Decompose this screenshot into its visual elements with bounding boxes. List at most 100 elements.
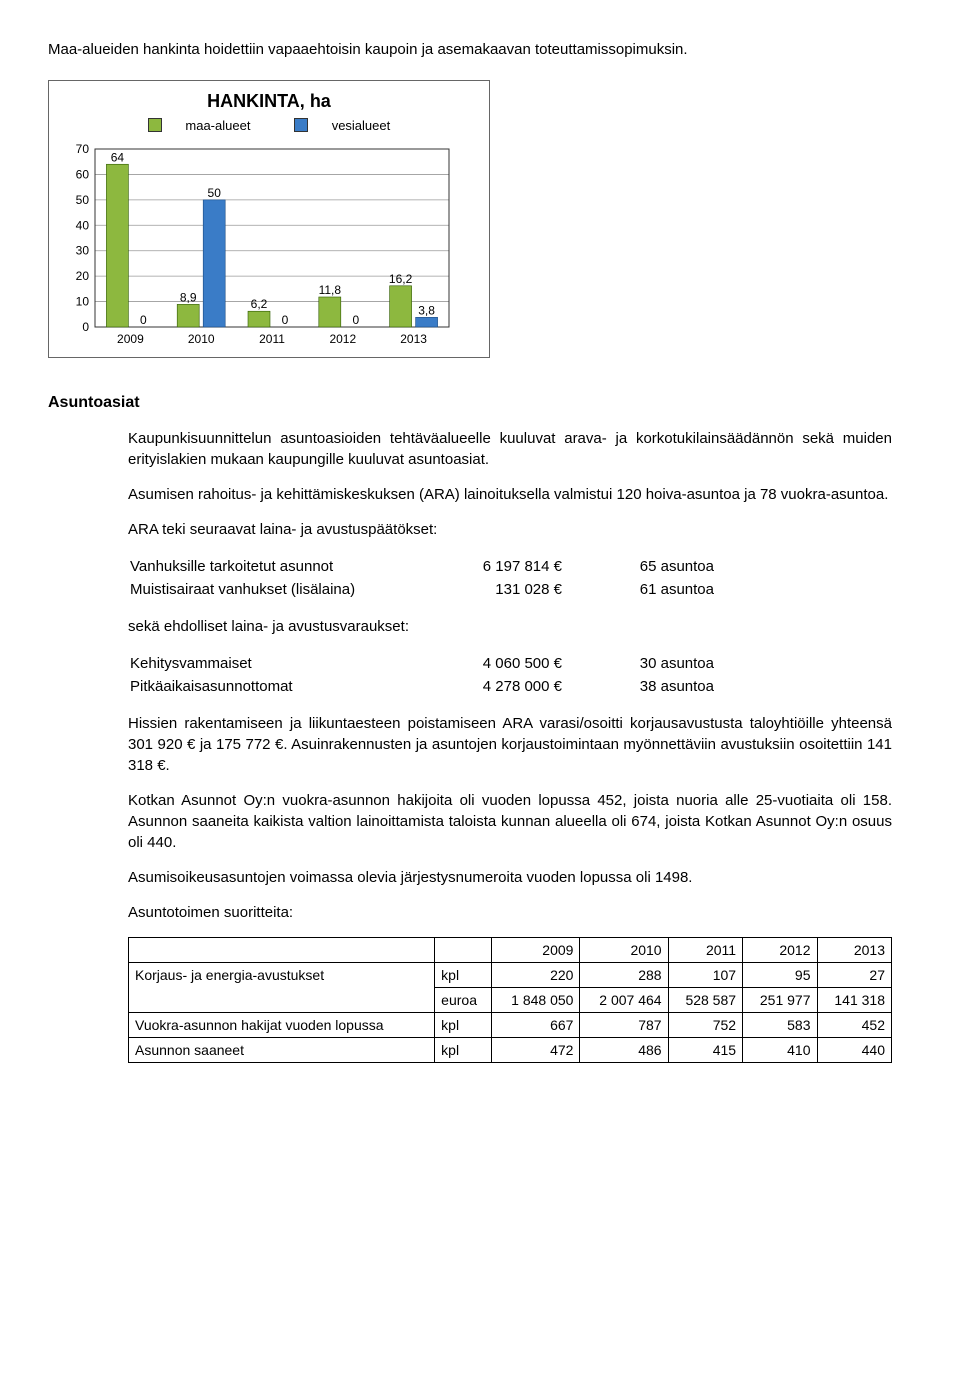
money-cell-units: 38 asuntoa xyxy=(564,676,714,697)
legend-label-maa: maa-alueet xyxy=(185,118,250,133)
section-heading: Asuntoasiat xyxy=(48,394,912,412)
row-unit: kpl xyxy=(435,1038,492,1063)
svg-text:2013: 2013 xyxy=(400,332,427,346)
cell-value: 1 848 050 xyxy=(492,988,580,1013)
svg-text:2011: 2011 xyxy=(259,332,285,346)
money-cell-label: Pitkäaikaisasunnottomat xyxy=(130,676,420,697)
chart-svg: 0 10 20 30 40 50 60 70 64 0 2009 8,9 50 2010 6,2 0 2011 1… xyxy=(59,141,459,351)
svg-text:2010: 2010 xyxy=(188,332,215,346)
th-blank xyxy=(435,938,492,963)
svg-text:0: 0 xyxy=(282,313,289,327)
th-blank xyxy=(129,938,435,963)
money-table-1: Vanhuksille tarkoitetut asunnot6 197 814… xyxy=(128,554,716,602)
row-label: Korjaus- ja energia-avustukset xyxy=(129,963,435,1013)
money-cell-units: 65 asuntoa xyxy=(564,556,714,577)
money-cell-units: 61 asuntoa xyxy=(564,579,714,600)
money-cell-label: Vanhuksille tarkoitetut asunnot xyxy=(130,556,420,577)
svg-text:6,2: 6,2 xyxy=(251,297,268,311)
svg-text:11,8: 11,8 xyxy=(319,283,342,297)
swatch-vesi xyxy=(294,118,308,132)
svg-text:30: 30 xyxy=(76,244,90,258)
para-3: ARA teki seuraavat laina- ja avustuspäät… xyxy=(128,519,892,540)
cell-value: 220 xyxy=(492,963,580,988)
row-unit: kpl xyxy=(435,1013,492,1038)
svg-text:50: 50 xyxy=(208,186,222,200)
svg-text:0: 0 xyxy=(352,313,359,327)
cell-value: 410 xyxy=(743,1038,817,1063)
th-year: 2012 xyxy=(743,938,817,963)
cell-value: 583 xyxy=(743,1013,817,1038)
chart-legend: maa-alueet vesialueet xyxy=(59,118,479,133)
table-row: Asunnon saaneetkpl472486415410440 xyxy=(129,1038,892,1063)
svg-text:3,8: 3,8 xyxy=(418,303,435,317)
cell-value: 107 xyxy=(668,963,742,988)
svg-text:2012: 2012 xyxy=(329,332,356,346)
cell-value: 251 977 xyxy=(743,988,817,1013)
intro-text: Maa-alueiden hankinta hoidettiin vapaaeh… xyxy=(48,39,912,60)
svg-text:40: 40 xyxy=(76,218,90,232)
svg-text:2009: 2009 xyxy=(117,332,144,346)
row-label: Asunnon saaneet xyxy=(129,1038,435,1063)
cell-value: 452 xyxy=(817,1013,892,1038)
cell-value: 667 xyxy=(492,1013,580,1038)
svg-text:8,9: 8,9 xyxy=(180,290,197,304)
money-cell-units: 30 asuntoa xyxy=(564,653,714,674)
svg-text:64: 64 xyxy=(111,150,125,164)
money-row: Vanhuksille tarkoitetut asunnot6 197 814… xyxy=(130,556,714,577)
table-row: Vuokra-asunnon ha­kijat vuoden lopussakp… xyxy=(129,1013,892,1038)
money-cell-label: Kehitysvammaiset xyxy=(130,653,420,674)
legend-label-vesi: vesialueet xyxy=(332,118,391,133)
money-cell-amount: 4 278 000 € xyxy=(422,676,562,697)
svg-text:70: 70 xyxy=(76,142,90,156)
row-label: Vuokra-asunnon ha­kijat vuoden lopussa xyxy=(129,1013,435,1038)
hankinta-chart: HANKINTA, ha maa-alueet vesialueet 0 10 20… xyxy=(48,80,490,358)
svg-text:10: 10 xyxy=(76,295,90,309)
cell-value: 472 xyxy=(492,1038,580,1063)
money-cell-amount: 6 197 814 € xyxy=(422,556,562,577)
row-unit: euroa xyxy=(435,988,492,1013)
cell-value: 288 xyxy=(580,963,668,988)
th-year: 2013 xyxy=(817,938,892,963)
money-cell-label: Muistisairaat vanhukset (lisälaina) xyxy=(130,579,420,600)
cell-value: 95 xyxy=(743,963,817,988)
th-year: 2009 xyxy=(492,938,580,963)
para-5: Hissien rakentamiseen ja liikuntaesteen … xyxy=(128,713,892,776)
th-year: 2010 xyxy=(580,938,668,963)
row-unit: kpl xyxy=(435,963,492,988)
money-cell-amount: 4 060 500 € xyxy=(422,653,562,674)
legend-item-maa: maa-alueet xyxy=(138,118,261,133)
svg-text:16,2: 16,2 xyxy=(389,272,413,286)
table-row: Korjaus- ja energia-avustuksetkpl2202881… xyxy=(129,963,892,988)
cell-value: 141 318 xyxy=(817,988,892,1013)
para-6: Kotkan Asunnot Oy:n vuokra-asunnon hakij… xyxy=(128,790,892,853)
cell-value: 27 xyxy=(817,963,892,988)
cell-value: 440 xyxy=(817,1038,892,1063)
svg-text:0: 0 xyxy=(82,320,89,334)
cell-value: 2 007 464 xyxy=(580,988,668,1013)
svg-text:60: 60 xyxy=(76,167,90,181)
para-4: sekä ehdolliset laina- ja avustusvarauks… xyxy=(128,616,892,637)
cell-value: 787 xyxy=(580,1013,668,1038)
money-table-2: Kehitysvammaiset4 060 500 €30 asuntoaPit… xyxy=(128,651,716,699)
cell-value: 752 xyxy=(668,1013,742,1038)
cell-value: 415 xyxy=(668,1038,742,1063)
legend-item-vesi: vesialueet xyxy=(284,118,400,133)
chart-title: HANKINTA, ha xyxy=(59,91,479,112)
table-header-row: 20092010201120122013 xyxy=(129,938,892,963)
para-2: Asumisen rahoitus- ja kehittämiskeskukse… xyxy=(128,484,892,505)
para-1: Kaupunkisuunnittelun asuntoasioiden teht… xyxy=(128,428,892,470)
cell-value: 486 xyxy=(580,1038,668,1063)
money-row: Kehitysvammaiset4 060 500 €30 asuntoa xyxy=(130,653,714,674)
money-cell-amount: 131 028 € xyxy=(422,579,562,600)
money-row: Pitkäaikaisasunnottomat4 278 000 €38 asu… xyxy=(130,676,714,697)
para-8: Asuntotoimen suoritteita: xyxy=(128,902,892,923)
para-7: Asumisoikeusasuntojen voimassa olevia jä… xyxy=(128,867,892,888)
cell-value: 528 587 xyxy=(668,988,742,1013)
svg-text:50: 50 xyxy=(76,193,90,207)
money-row: Muistisairaat vanhukset (lisälaina)131 0… xyxy=(130,579,714,600)
svg-text:0: 0 xyxy=(140,313,147,327)
swatch-maa xyxy=(148,118,162,132)
th-year: 2011 xyxy=(668,938,742,963)
svg-text:20: 20 xyxy=(76,269,90,283)
suoritteet-table: 20092010201120122013Korjaus- ja energia-… xyxy=(128,937,892,1063)
